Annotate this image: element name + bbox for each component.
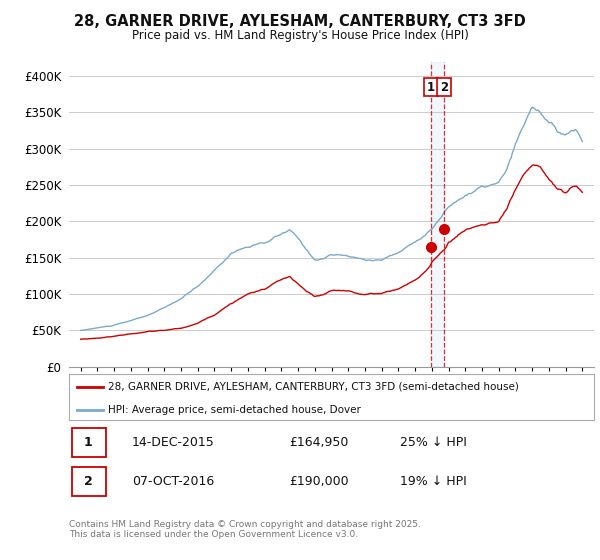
- Text: 28, GARNER DRIVE, AYLESHAM, CANTERBURY, CT3 3FD: 28, GARNER DRIVE, AYLESHAM, CANTERBURY, …: [74, 14, 526, 29]
- Text: HPI: Average price, semi-detached house, Dover: HPI: Average price, semi-detached house,…: [109, 405, 361, 415]
- FancyBboxPatch shape: [71, 467, 106, 496]
- Bar: [431, 62, 445, 367]
- Text: 2: 2: [84, 475, 93, 488]
- Text: 19% ↓ HPI: 19% ↓ HPI: [400, 475, 467, 488]
- Text: 28, GARNER DRIVE, AYLESHAM, CANTERBURY, CT3 3FD (semi-detached house): 28, GARNER DRIVE, AYLESHAM, CANTERBURY, …: [109, 382, 519, 392]
- Text: Contains HM Land Registry data © Crown copyright and database right 2025.
This d: Contains HM Land Registry data © Crown c…: [69, 520, 421, 539]
- Text: 2: 2: [440, 81, 448, 94]
- Text: 1: 1: [427, 81, 435, 94]
- Text: 1: 1: [84, 436, 93, 449]
- Text: £190,000: £190,000: [290, 475, 349, 488]
- Text: 25% ↓ HPI: 25% ↓ HPI: [400, 436, 467, 449]
- Text: 14-DEC-2015: 14-DEC-2015: [132, 436, 215, 449]
- Text: 07-OCT-2016: 07-OCT-2016: [132, 475, 214, 488]
- Text: £164,950: £164,950: [290, 436, 349, 449]
- FancyBboxPatch shape: [71, 428, 106, 457]
- Text: Price paid vs. HM Land Registry's House Price Index (HPI): Price paid vs. HM Land Registry's House …: [131, 29, 469, 42]
